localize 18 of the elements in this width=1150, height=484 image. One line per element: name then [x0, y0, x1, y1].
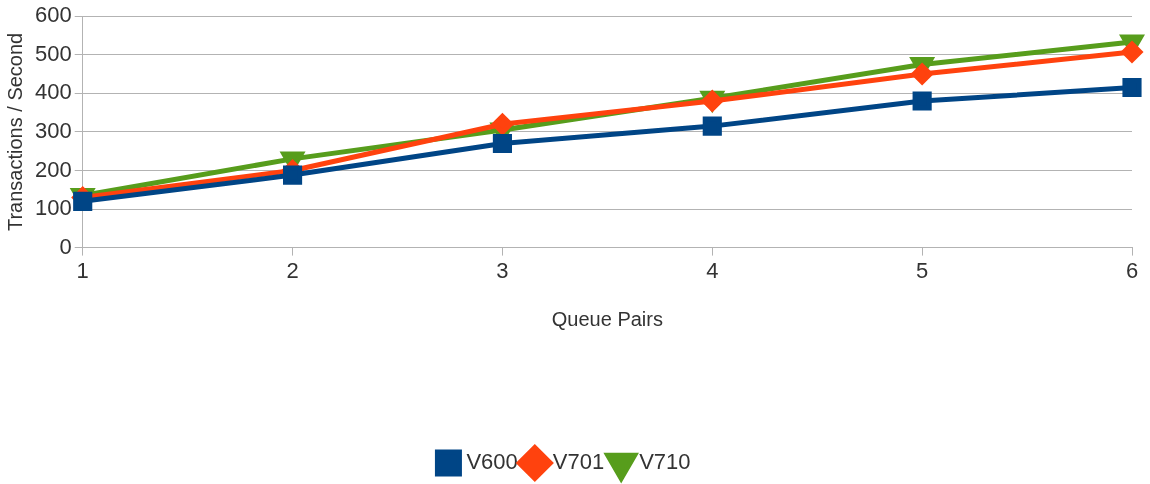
x-axis-title: Queue Pairs	[551, 307, 663, 330]
y-tick-label: 200	[34, 156, 72, 182]
x-tick-label: 4	[706, 257, 719, 283]
y-tick-label: 0	[59, 233, 72, 259]
x-tick-label: 1	[76, 257, 89, 283]
y-tick-label: 100	[34, 195, 72, 221]
x-tick-label: 5	[916, 257, 929, 283]
x-tick-label: 3	[496, 257, 509, 283]
y-tick-label: 300	[34, 117, 72, 143]
y-tick-label: 600	[34, 2, 72, 28]
y-tick-label: 400	[34, 79, 72, 105]
y-axis-title: Transactions / Second	[3, 32, 26, 232]
x-tick-label: 6	[1125, 257, 1139, 283]
y-tick-label: 500	[34, 40, 72, 66]
legend-label: V600	[466, 449, 518, 475]
x-tick-label: 2	[286, 257, 299, 283]
legend-label: V701	[552, 449, 605, 475]
legend-label: V710	[639, 449, 691, 475]
